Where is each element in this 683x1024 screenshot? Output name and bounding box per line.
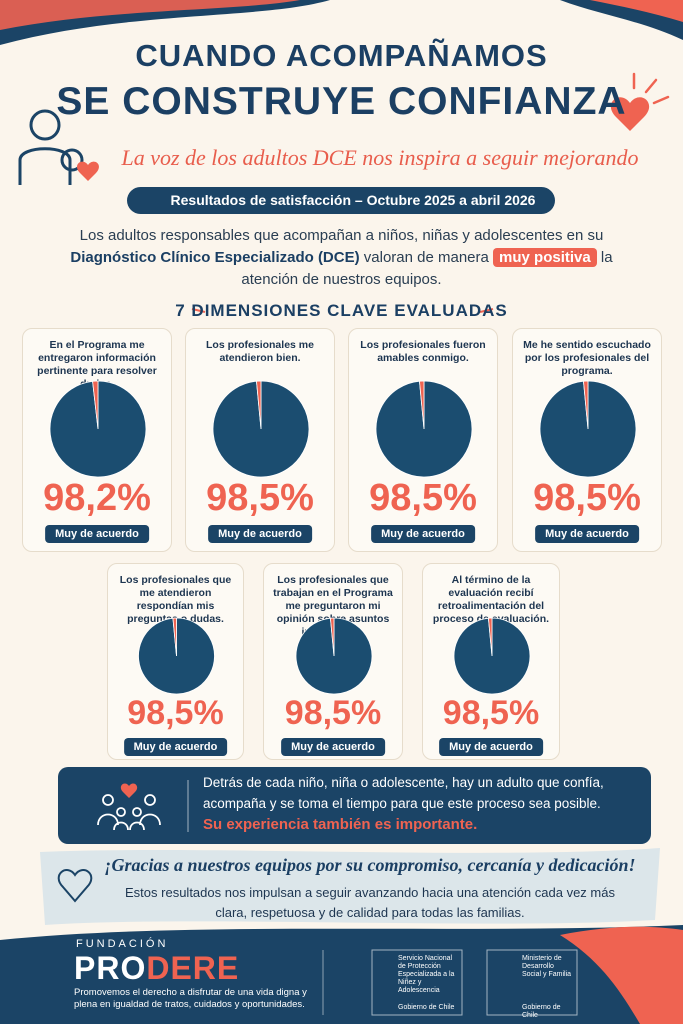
dimension-card: Me he sentido escuchado por los profesio…	[512, 328, 662, 552]
category-pill: Muy de acuerdo	[281, 738, 385, 756]
intro-text: Los adultos responsables que acompañan a…	[79, 227, 604, 244]
intro: Los adultos responsables que acompañan a…	[40, 225, 643, 291]
logo2-name: Ministerio de Desarrollo Social y Famili…	[522, 955, 572, 978]
percent-label: 98,5%	[206, 477, 314, 519]
percent-label: 98,2%	[43, 477, 151, 519]
dimension-card: En el Programa me entregaron información…	[22, 328, 172, 552]
percent-label: 98,5%	[284, 694, 382, 732]
category-pill: Muy de acuerdo	[371, 525, 475, 543]
dimension-card: Al término de la evaluación recibí retro…	[422, 563, 560, 760]
small-heart	[77, 161, 99, 181]
pie-slice	[256, 380, 262, 430]
pie-slice	[487, 617, 493, 657]
category-pill: Muy de acuerdo	[123, 738, 228, 756]
message-box	[58, 767, 651, 844]
category-pill: Muy de acuerdo	[208, 525, 312, 543]
message: Detrás de cada niño, niña o adolescente,…	[203, 772, 633, 835]
pie-chart	[49, 380, 147, 478]
pie-slice	[419, 380, 425, 430]
top-left-accent	[0, 0, 300, 30]
dimension-question: Al término de la evaluación recibí retro…	[432, 574, 550, 625]
percent-label: 98,5%	[442, 694, 540, 732]
thanks-title: ¡Gracias a nuestros equipos por su compr…	[104, 855, 636, 875]
dimension-question: Me he sentido escuchado por los profesio…	[523, 339, 651, 377]
intro-text: la atención de nuestros equipos.	[241, 249, 613, 288]
brand: PRODERE	[74, 950, 239, 987]
outline-heart	[57, 869, 93, 903]
pie-chart	[453, 617, 531, 695]
thanks-band	[40, 848, 660, 925]
intro-bold: Diagnóstico Clínico Especializado (DCE)	[70, 249, 360, 266]
pie-chart	[138, 617, 215, 695]
family-icon	[97, 794, 161, 831]
brand-dere: DERE	[146, 950, 240, 986]
footer-accent	[560, 926, 683, 1024]
percent-label: 98,5%	[127, 694, 224, 732]
category-pill: Muy de acuerdo	[45, 525, 149, 543]
big-heart	[610, 97, 650, 131]
logo1-name: Servicio Nacional de Protección Especial…	[398, 955, 455, 994]
pie-chart	[539, 380, 637, 478]
dimension-card: Los profesionales fueron amables conmigo…	[348, 328, 498, 552]
top-right-accent	[590, 0, 683, 22]
parent-child-icon	[18, 109, 84, 185]
dimension-card: Los profesionales que me atendieron resp…	[107, 563, 244, 760]
pie-slice	[92, 380, 99, 430]
category-pill: Muy de acuerdo	[535, 525, 639, 543]
message-heart	[120, 783, 138, 798]
title-line1: CUANDO ACOMPAÑAMOS	[135, 38, 548, 73]
logo2-gov: Gobierno de Chile	[522, 1004, 561, 1019]
dimension-question: Los profesionales me atendieron bien.	[206, 339, 314, 364]
message-text: Detrás de cada niño, niña o adolescente,…	[203, 775, 604, 811]
brand-pro: PRO	[74, 950, 147, 986]
dimension-card: Los profesionales que trabajan en el Pro…	[263, 563, 403, 760]
logo1-gov: Gobierno de Chile	[398, 1004, 455, 1011]
pie-chart	[295, 617, 373, 695]
percent-label: 98,5%	[369, 477, 477, 519]
intro-text: valoran de manera	[363, 249, 489, 266]
brand-small: FUNDACIÓN	[76, 938, 169, 950]
section-title: 7 DIMENSIONES CLAVE EVALUADAS	[175, 301, 508, 320]
logo-frame	[486, 949, 578, 1016]
tagline: Promovemos el derecho a disfrutar de una…	[74, 987, 307, 1010]
thanks-text: Estos resultados nos impulsan a seguir a…	[125, 885, 615, 920]
category-pill: Muy de acuerdo	[439, 738, 543, 756]
heart-rays	[632, 72, 670, 105]
section-dash	[191, 308, 206, 313]
dimension-question: Los profesionales que me atendieron resp…	[119, 574, 232, 625]
subtitle: La voz de los adultos DCE nos inspira a …	[121, 145, 639, 170]
pie-slice	[583, 380, 589, 430]
message-emphasis: Su experiencia también es importante.	[203, 816, 478, 833]
percent-label: 98,5%	[533, 477, 641, 519]
title-line2: SE CONSTRUYE CONFIANZA	[56, 80, 627, 123]
dimension-card: Los profesionales me atendieron bien. 98,…	[185, 328, 335, 552]
pie-slice	[329, 617, 335, 657]
pie-slice	[172, 617, 177, 657]
dimension-question: En el Programa me entregaron información…	[37, 339, 157, 390]
intro-highlight: muy positiva	[493, 248, 597, 267]
section-dash	[479, 308, 494, 313]
dimension-question: Los profesionales fueron amables conmigo…	[360, 339, 486, 364]
period-pill: Resultados de satisfacción – Octubre 202…	[127, 187, 555, 214]
logo-frame	[371, 949, 463, 1016]
pie-chart	[375, 380, 473, 478]
pie-chart	[212, 380, 310, 478]
